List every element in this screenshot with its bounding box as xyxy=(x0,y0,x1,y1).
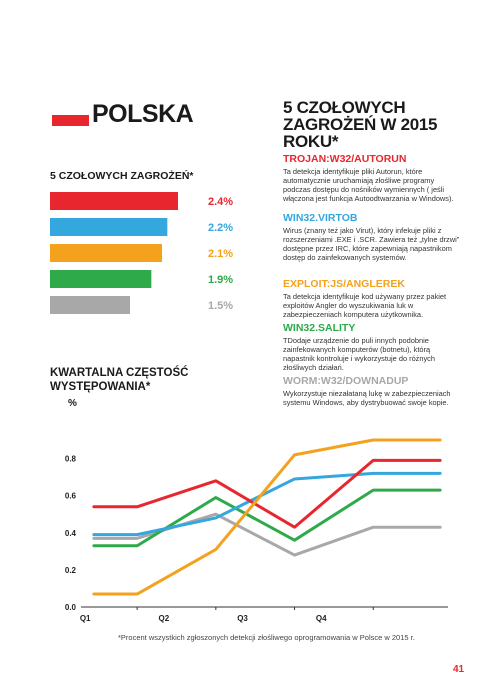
threat-virtob: WIN32.VIRTOB Wirus (znany też jako Virut… xyxy=(283,212,463,262)
y-tick-label: 0.0 xyxy=(65,603,77,612)
threat-desc: TDodaje urządzenie do puli innych podobn… xyxy=(283,336,435,372)
frequency-title: KWARTALNA CZĘSTOŚĆ WYSTĘPOWANIA* xyxy=(50,367,189,393)
page-number: 41 xyxy=(453,664,465,675)
bar-2 xyxy=(50,218,168,236)
y-tick-label: 0.6 xyxy=(65,492,77,501)
x-tick-label: Q3 xyxy=(237,614,248,623)
bar-value-label: 1.5% xyxy=(208,300,233,312)
threat-autorun: TROJAN:W32/AUTORUN Ta detekcja identyfik… xyxy=(283,153,463,203)
series-line-3 xyxy=(92,471,442,537)
bar-value-label: 1.9% xyxy=(208,274,233,286)
y-tick-label: 0.2 xyxy=(65,566,77,575)
threat-desc: Wykorzystuje niezałataną lukę w zabezpie… xyxy=(283,389,451,407)
y-tick-label: 0.8 xyxy=(65,455,77,464)
threat-sality: WIN32.SALITY TDodaje urządzenie do puli … xyxy=(283,322,463,372)
bar-4 xyxy=(50,270,152,288)
bar-value-label: 2.4% xyxy=(208,196,233,208)
threat-name: EXPLOIT:JS/ANGLEREK xyxy=(283,278,405,290)
threat-anglerek: EXPLOIT:JS/ANGLEREK Ta detekcja identyfi… xyxy=(283,278,463,319)
bar-chart: 2.4% 2.2% 2.1% 1.9% 1.5% xyxy=(50,192,233,314)
series-line-1 xyxy=(92,512,442,557)
threat-downadup: WORM:W32/DOWNADUP Wykorzystuje niezałata… xyxy=(283,375,463,407)
threat-desc: Ta detekcja identyfikuje kod używany prz… xyxy=(283,292,447,319)
threat-name: WIN32.SALITY xyxy=(283,322,356,334)
threat-name: WORM:W32/DOWNADUP xyxy=(283,375,409,387)
bars-title: 5 CZOŁOWYCH ZAGROŻEŃ* xyxy=(50,170,194,182)
bar-value-label: 2.2% xyxy=(208,222,233,234)
threat-name: WIN32.VIRTOB xyxy=(283,212,358,224)
y-tick-label: 0.4 xyxy=(65,529,77,538)
flag-red-bar xyxy=(52,115,89,126)
threat-name: TROJAN:W32/AUTORUN xyxy=(283,153,407,165)
series-line-2 xyxy=(92,488,442,548)
threat-desc: Ta detekcja identyfikuje pliki Autorun, … xyxy=(283,167,454,203)
x-tick-label: Q4 xyxy=(316,614,327,623)
threat-desc: Wirus (znany też jako Virut), który infe… xyxy=(283,226,460,262)
series-line-5 xyxy=(92,438,442,596)
bar-5 xyxy=(50,296,130,314)
percent-label: % xyxy=(68,398,77,409)
footnote: *Procent wszystkich zgłoszonych detekcji… xyxy=(118,633,415,642)
line-chart: 0.0 0.2 0.4 0.6 0.8 Q1 Q2 Q3 Q4 xyxy=(65,438,448,623)
bar-3 xyxy=(50,244,162,262)
bar-value-label: 2.1% xyxy=(208,248,233,260)
x-tick-label: Q1 xyxy=(80,614,91,623)
country-title: POLSKA xyxy=(92,100,194,128)
right-title: 5 CZOŁOWYCH ZAGROŻEŃ W 2015 ROKU* xyxy=(283,98,438,151)
bar-1 xyxy=(50,192,178,210)
x-tick-label: Q2 xyxy=(159,614,170,623)
